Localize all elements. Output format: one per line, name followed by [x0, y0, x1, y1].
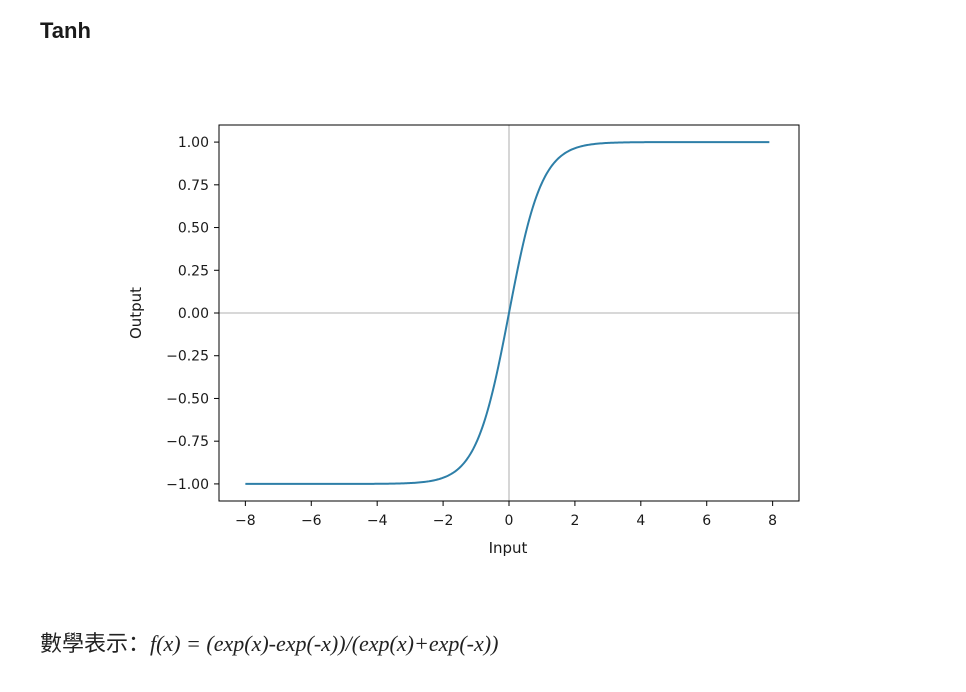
- x-tick-label: 2: [570, 513, 579, 529]
- y-tick-label: 0.00: [178, 306, 209, 322]
- x-tick-label: 8: [768, 513, 777, 529]
- formula-line: 數學表示：f(x) = (exp(x)-exp(-x))/(exp(x)+exp…: [40, 626, 498, 658]
- x-tick-label: −4: [367, 513, 388, 529]
- section-title: Tanh: [40, 18, 91, 43]
- formula-label: 數學表示：: [40, 632, 151, 657]
- x-tick-label: −8: [235, 513, 256, 529]
- y-tick-label: 0.25: [178, 263, 209, 279]
- y-axis-label: Output: [127, 287, 145, 339]
- x-tick-label: 0: [505, 513, 514, 529]
- x-tick-label: 6: [702, 513, 711, 529]
- y-tick-label: −0.50: [166, 391, 209, 407]
- x-axis-label: Input: [489, 539, 528, 557]
- y-tick-label: 1.00: [178, 135, 209, 151]
- x-tick-label: −2: [433, 513, 454, 529]
- formula-expression: f(x) = (exp(x)-exp(-x))/(exp(x)+exp(-x)): [150, 631, 499, 656]
- series-line-tanh: [245, 141, 770, 485]
- y-tick-label: −0.25: [166, 349, 209, 365]
- series-layer: [245, 141, 770, 485]
- tanh-chart: −8 −6 −4 −2 0 2 4 6 8 1.00 0.75 0.50 0.25 0.00 −0.25 −…: [127, 124, 800, 557]
- x-tick-label: −6: [301, 513, 322, 529]
- y-tick-label: −0.75: [166, 434, 209, 450]
- y-axis-ticks: 1.00 0.75 0.50 0.25 0.00 −0.25 −0.50 −0.75 −1.00: [166, 135, 219, 493]
- x-tick-label: 4: [636, 513, 645, 529]
- x-axis-ticks: −8 −6 −4 −2 0 2 4 6 8: [235, 501, 777, 529]
- y-tick-label: 0.75: [178, 178, 209, 194]
- y-tick-label: −1.00: [166, 477, 209, 493]
- y-tick-label: 0.50: [178, 221, 209, 237]
